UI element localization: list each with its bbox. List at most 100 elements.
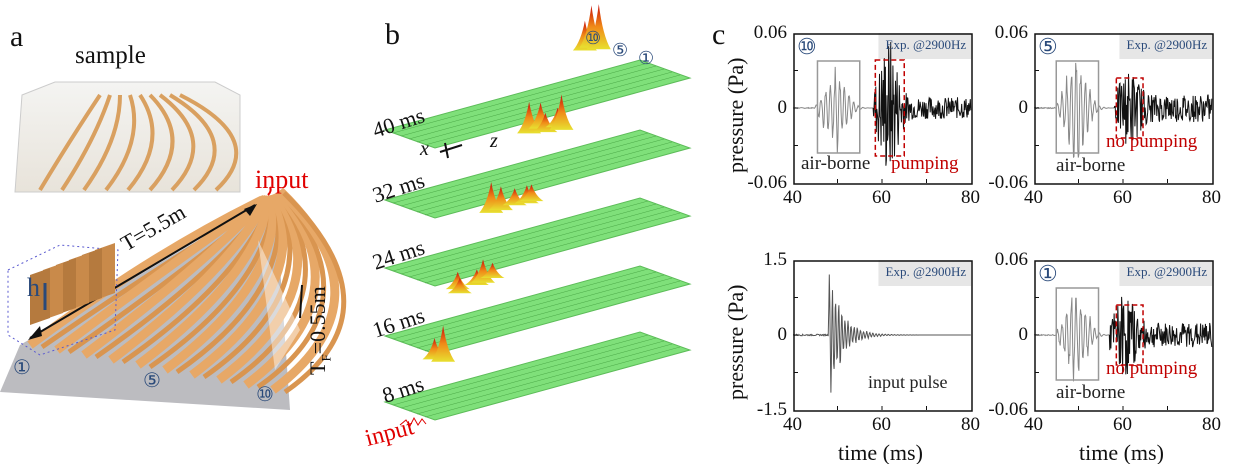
sensor-marker: ⑤: [1038, 34, 1058, 59]
axes-frame: [793, 260, 973, 412]
plot-area: [1034, 260, 1214, 412]
slab-surface: [383, 197, 692, 287]
sample-label: sample: [75, 42, 146, 69]
badge-background: [878, 33, 971, 59]
annotation-box: [874, 59, 905, 157]
tf-subscript: F: [318, 354, 334, 362]
pressure-peak: [586, 4, 611, 50]
y-axis-label: pressure (Pa): [723, 57, 748, 173]
x-tick-label: 60: [1113, 414, 1132, 435]
pressure-peak: [445, 271, 470, 290]
sensor-marker: ⑩: [797, 34, 817, 59]
axes-frame: [1034, 33, 1214, 185]
marker-1-b: ①: [638, 48, 655, 68]
annotation-label: no pumping: [1106, 131, 1198, 152]
metabar: [135, 195, 275, 369]
panel-c-label: c: [712, 18, 726, 51]
x-tick-label: 80: [1202, 414, 1221, 435]
pressure-peak: [549, 94, 574, 130]
unit-cell-plate: [30, 268, 50, 325]
annotation-label: no pumping: [1106, 358, 1198, 379]
plot-area: [793, 33, 973, 185]
annotation-label: pumping: [891, 153, 959, 174]
pressure-peak: [431, 325, 456, 362]
y-tick-label: 0: [777, 97, 788, 118]
metabar: [54, 195, 267, 354]
x-tick-label: 40: [1024, 414, 1043, 435]
panel-b-label: b: [385, 18, 400, 51]
time-slab: [383, 94, 692, 219]
metabar: [162, 194, 278, 374]
badge-background: [1119, 260, 1212, 286]
badge-label: Exp. @2900Hz: [885, 37, 967, 52]
plot-area: [1034, 33, 1214, 185]
y-tick-label: 0.06: [994, 22, 1028, 43]
slab-surface: [383, 59, 692, 149]
waveform-airborne: [1034, 297, 1110, 382]
waveform-late: [1113, 73, 1213, 144]
photo-bar: [82, 94, 122, 192]
annotation-box: [816, 60, 861, 154]
photo-bar: [60, 94, 112, 192]
x-axis-label: time (ms): [838, 440, 923, 464]
y-tick-label: 0: [1018, 97, 1029, 118]
marker-1: ①: [13, 357, 31, 379]
annotation-box: [1055, 287, 1100, 381]
annotation-box: [1115, 304, 1144, 366]
length-arrow: [29, 204, 256, 339]
metabar: [27, 195, 264, 349]
slab-surface: [383, 129, 692, 219]
panel-a-label: a: [10, 20, 24, 53]
x-tick-label: 80: [1202, 187, 1221, 208]
waveform-late: [872, 42, 972, 166]
panel-b-simulation: [383, 4, 692, 427]
time-slab: [383, 325, 692, 421]
waveform-airborne: [1034, 62, 1115, 158]
sample-photo: [14, 81, 241, 193]
photo-bar: [126, 93, 155, 192]
badge-background: [878, 260, 971, 286]
photo-bar: [168, 93, 217, 192]
x-tick-label: 60: [1113, 187, 1132, 208]
y-tick-label: -1.5: [756, 399, 787, 420]
slab-surface: [383, 265, 692, 355]
pressure-peak: [480, 262, 505, 279]
y-tick-label: 1.5: [763, 249, 787, 270]
annotation-label: air-borne: [1056, 155, 1126, 176]
marker-10-b: ⑩: [585, 28, 602, 48]
pressure-peak: [447, 277, 472, 294]
metabar: [108, 194, 273, 364]
x-tick-label: 80: [961, 187, 980, 208]
annotation-box: [1055, 60, 1100, 154]
photo-bar: [179, 93, 239, 192]
waveform-airborne: [793, 274, 971, 393]
x-axis-label: time (ms): [1079, 440, 1164, 464]
tf-symbol: T: [305, 361, 330, 375]
waveform-airborne: [793, 66, 874, 154]
slab-surface: [383, 331, 692, 421]
marker-5-b: ⑤: [612, 40, 629, 60]
y-tick-label: 0: [1018, 324, 1029, 345]
annotation-box: [1115, 77, 1144, 139]
y-tick-label: 0.06: [994, 249, 1028, 270]
x-tick-label: 40: [783, 414, 802, 435]
annotation-label: air-borne: [801, 153, 871, 174]
badge-label: Exp. @2900Hz: [1126, 37, 1208, 52]
plot-area: [793, 260, 973, 412]
time-slab: [383, 4, 692, 149]
metabar: [282, 191, 347, 395]
metabar: [189, 192, 288, 379]
unit-cell-inset: [7, 243, 119, 356]
y-axis-label: pressure (Pa): [723, 284, 748, 400]
metabar: [243, 189, 320, 389]
section-plane: [258, 240, 300, 370]
axis-z-label: z: [490, 130, 498, 152]
metabar: [216, 190, 303, 384]
annotation-label: air-borne: [1056, 382, 1126, 403]
badge-background: [1119, 33, 1212, 59]
marker-10: ⑩: [256, 384, 274, 406]
input-label: input: [255, 165, 309, 194]
axes-frame: [1034, 260, 1214, 412]
pressure-peak: [519, 184, 544, 202]
